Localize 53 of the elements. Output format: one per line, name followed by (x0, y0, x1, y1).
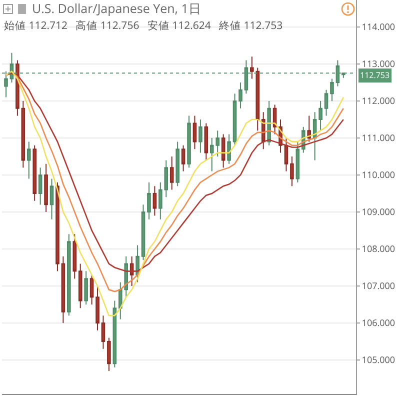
candlestick (176, 141, 180, 187)
candlestick (38, 167, 42, 206)
y-tick-label: 112.000 (362, 94, 396, 108)
y-tick-label: 109.000 (362, 205, 396, 218)
candlestick (330, 78, 334, 102)
text: 始値 112.712 高値 112.756 安値 112.624 終値 112.753 (4, 19, 283, 33)
candlestick (50, 178, 54, 220)
candlestick (318, 100, 322, 132)
y-tick-label: 113.000 (362, 57, 396, 70)
candlestick (21, 100, 26, 168)
y-tick-label: 106.000 (362, 316, 396, 330)
candlestick (107, 337, 111, 372)
candlestick (96, 285, 100, 331)
candlestick (307, 115, 312, 142)
y-tick-label: 105.000 (362, 353, 396, 366)
candlestick (198, 118, 202, 154)
candlestick (141, 204, 146, 261)
candlestick (26, 141, 31, 180)
candlestick (170, 156, 174, 190)
chart-title: U.S. Dollar/Japanese Yen, 1日 (32, 0, 202, 17)
ref-line-label: 112.753 (360, 70, 390, 81)
candlestick (204, 122, 208, 161)
candlestick (192, 115, 197, 150)
candlestick (284, 137, 288, 172)
candlestick (296, 141, 300, 183)
candlestick (324, 89, 328, 116)
candlestick (90, 274, 94, 305)
y-tick-label: 110.000 (362, 168, 396, 182)
candlestick (112, 300, 117, 368)
candlestick (181, 144, 186, 172)
candlestick (84, 270, 88, 305)
candlestick (67, 234, 71, 316)
candlestick (32, 144, 36, 202)
y-tick-label: 108.000 (362, 242, 396, 256)
y-tick-label: 111.000 (362, 131, 396, 144)
candlestick (290, 156, 294, 187)
candlestick (238, 82, 242, 109)
y-tick-label: 114.000 (362, 20, 396, 34)
candlestick (44, 163, 48, 212)
candlestick (221, 134, 226, 168)
candlestick (101, 315, 106, 350)
candlestick (232, 93, 237, 146)
candlestick (152, 186, 157, 216)
candlestick (312, 112, 317, 161)
candlestick (187, 115, 191, 168)
candlestick (261, 112, 266, 150)
candlestick (61, 256, 66, 324)
candlestick (147, 182, 151, 220)
y-tick-label: 107.000 (362, 279, 396, 292)
candlestick (72, 234, 77, 280)
candlestick (78, 263, 82, 309)
candlestick (56, 182, 60, 272)
candlestick (227, 134, 231, 164)
